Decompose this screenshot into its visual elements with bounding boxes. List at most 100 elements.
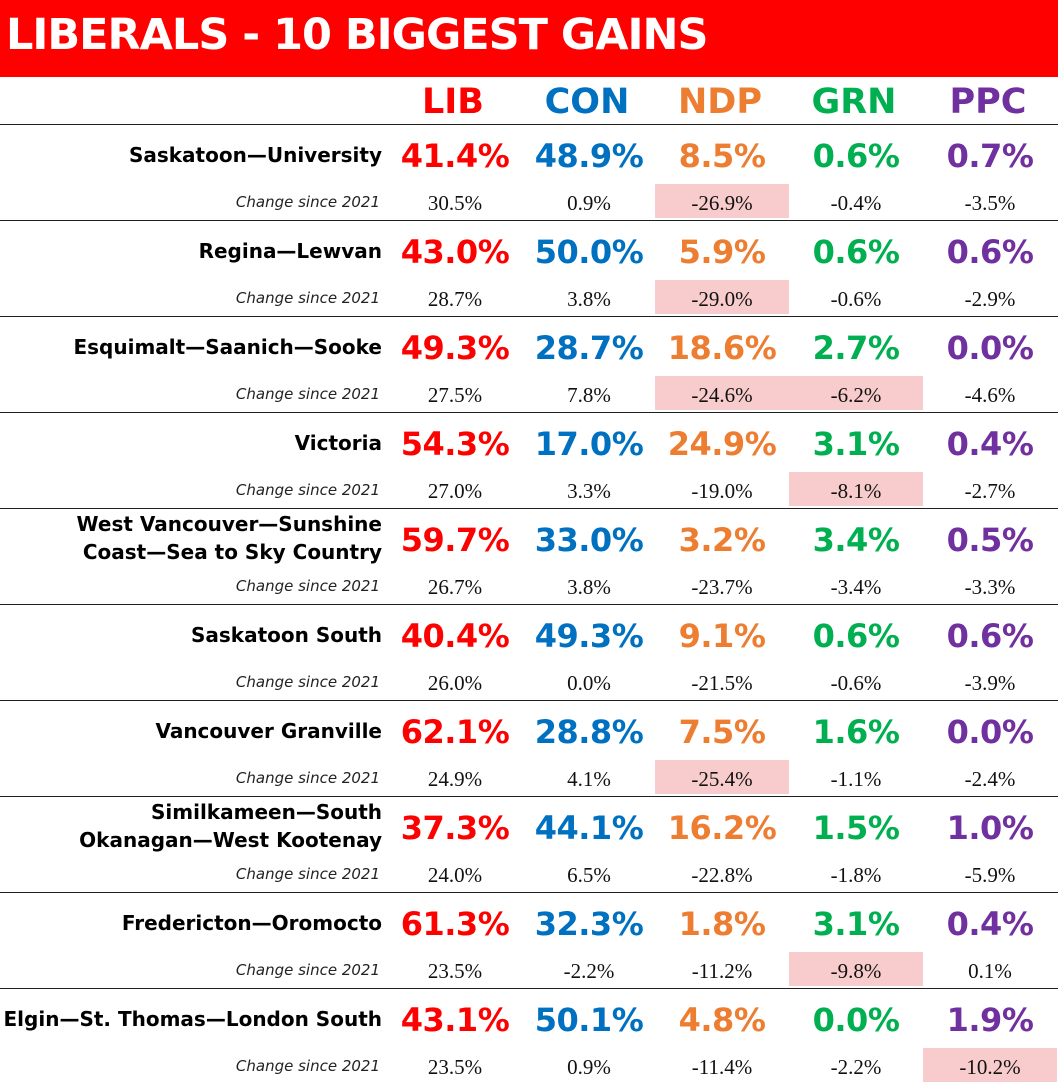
vote-share-grn: 0.6% [812,617,900,655]
vote-share-grn: 3.1% [812,905,900,943]
row-divider [0,220,1058,221]
vote-share-lib: 61.3% [400,905,510,943]
change-con: 3.3% [567,479,611,503]
vote-share-grn: 0.0% [812,1001,900,1039]
vote-share-lib: 59.7% [400,521,510,559]
vote-share-lib: 37.3% [400,809,510,847]
change-lib: 23.5% [427,959,483,983]
change-label: Change since 2021 [235,769,380,787]
row-divider [0,412,1058,413]
riding-name: Saskatoon South [190,623,382,647]
change-ppc: -2.4% [964,767,1016,791]
change-ppc: -10.2% [923,1048,1057,1082]
vote-share-ppc: 1.0% [946,809,1034,847]
riding-name: Coast—Sea to Sky Country [82,540,382,564]
change-ndp: -19.0% [691,479,753,503]
column-header-con: CON [544,82,630,122]
vote-share-ppc: 0.6% [946,617,1034,655]
change-con: 0.9% [567,191,611,215]
row-divider [0,988,1058,989]
change-label: Change since 2021 [235,865,380,883]
change-lib: 26.0% [427,671,483,695]
change-ppc: -3.5% [964,191,1016,215]
vote-share-ndp: 18.6% [667,329,777,367]
change-grn: -3.4% [830,575,882,599]
vote-share-ndp: 8.5% [678,137,766,175]
change-ndp: -25.4% [655,760,789,794]
change-label: Change since 2021 [235,673,380,691]
row-divider [0,892,1058,893]
vote-share-ndp: 16.2% [667,809,777,847]
row-divider [0,796,1058,797]
vote-share-con: 49.3% [534,617,644,655]
column-header-ndp: NDP [678,82,762,122]
vote-share-ppc: 0.6% [946,233,1034,271]
change-lib: 24.0% [427,863,483,887]
change-ppc: 0.1% [968,959,1012,983]
vote-share-lib: 43.0% [400,233,510,271]
vote-share-con: 28.8% [534,713,644,751]
change-lib: 24.9% [427,767,483,791]
change-ndp: -11.2% [691,959,753,983]
vote-share-grn: 2.7% [812,329,900,367]
title-bar: LIBERALS - 10 BIGGEST GAINS [0,0,1058,77]
vote-share-ppc: 0.4% [946,905,1034,943]
vote-share-lib: 41.4% [400,137,510,175]
vote-share-con: 44.1% [534,809,644,847]
vote-share-con: 32.3% [534,905,644,943]
row-divider [0,604,1058,605]
change-lib: 30.5% [427,191,483,215]
vote-share-con: 50.0% [534,233,644,271]
change-con: 0.0% [567,671,611,695]
vote-share-grn: 0.6% [812,137,900,175]
vote-share-lib: 40.4% [400,617,510,655]
change-grn: -0.6% [830,671,882,695]
change-con: -2.2% [563,959,615,983]
change-label: Change since 2021 [235,289,380,307]
vote-share-con: 48.9% [534,137,644,175]
change-lib: 26.7% [427,575,483,599]
change-grn: -2.2% [830,1055,882,1079]
vote-share-lib: 54.3% [400,425,510,463]
vote-share-con: 50.1% [534,1001,644,1039]
riding-name: West Vancouver—Sunshine [76,512,382,536]
change-lib: 27.0% [427,479,483,503]
vote-share-lib: 43.1% [400,1001,510,1039]
vote-share-ndp: 5.9% [678,233,766,271]
riding-name: Victoria [294,431,382,455]
change-lib: 23.5% [427,1055,483,1079]
vote-share-con: 33.0% [534,521,644,559]
change-label: Change since 2021 [235,1057,380,1075]
change-con: 6.5% [567,863,611,887]
riding-name: Elgin—St. Thomas—London South [3,1007,382,1031]
change-ndp: -24.6% [655,376,789,410]
change-grn: -8.1% [789,472,923,506]
vote-share-grn: 1.5% [812,809,900,847]
vote-share-ppc: 0.0% [946,329,1034,367]
vote-share-grn: 3.4% [812,521,900,559]
header-divider [0,124,1058,125]
change-grn: -9.8% [789,952,923,986]
vote-share-ndp: 7.5% [678,713,766,751]
riding-name: Similkameen—South [151,800,382,824]
change-label: Change since 2021 [235,577,380,595]
change-grn: -1.1% [830,767,882,791]
vote-share-ppc: 0.5% [946,521,1034,559]
change-ndp: -22.8% [691,863,753,887]
change-grn: -0.4% [830,191,882,215]
change-grn: -6.2% [789,376,923,410]
change-con: 7.8% [567,383,611,407]
change-lib: 27.5% [427,383,483,407]
change-con: 3.8% [567,287,611,311]
change-label: Change since 2021 [235,961,380,979]
column-header-grn: GRN [811,82,897,122]
change-ppc: -2.9% [964,287,1016,311]
change-ppc: -3.3% [964,575,1016,599]
vote-share-ndp: 24.9% [667,425,777,463]
change-ndp: -11.4% [691,1055,753,1079]
change-grn: -0.6% [830,287,882,311]
vote-share-lib: 62.1% [400,713,510,751]
change-ndp: -21.5% [691,671,753,695]
row-divider [0,508,1058,509]
change-ppc: -5.9% [964,863,1016,887]
